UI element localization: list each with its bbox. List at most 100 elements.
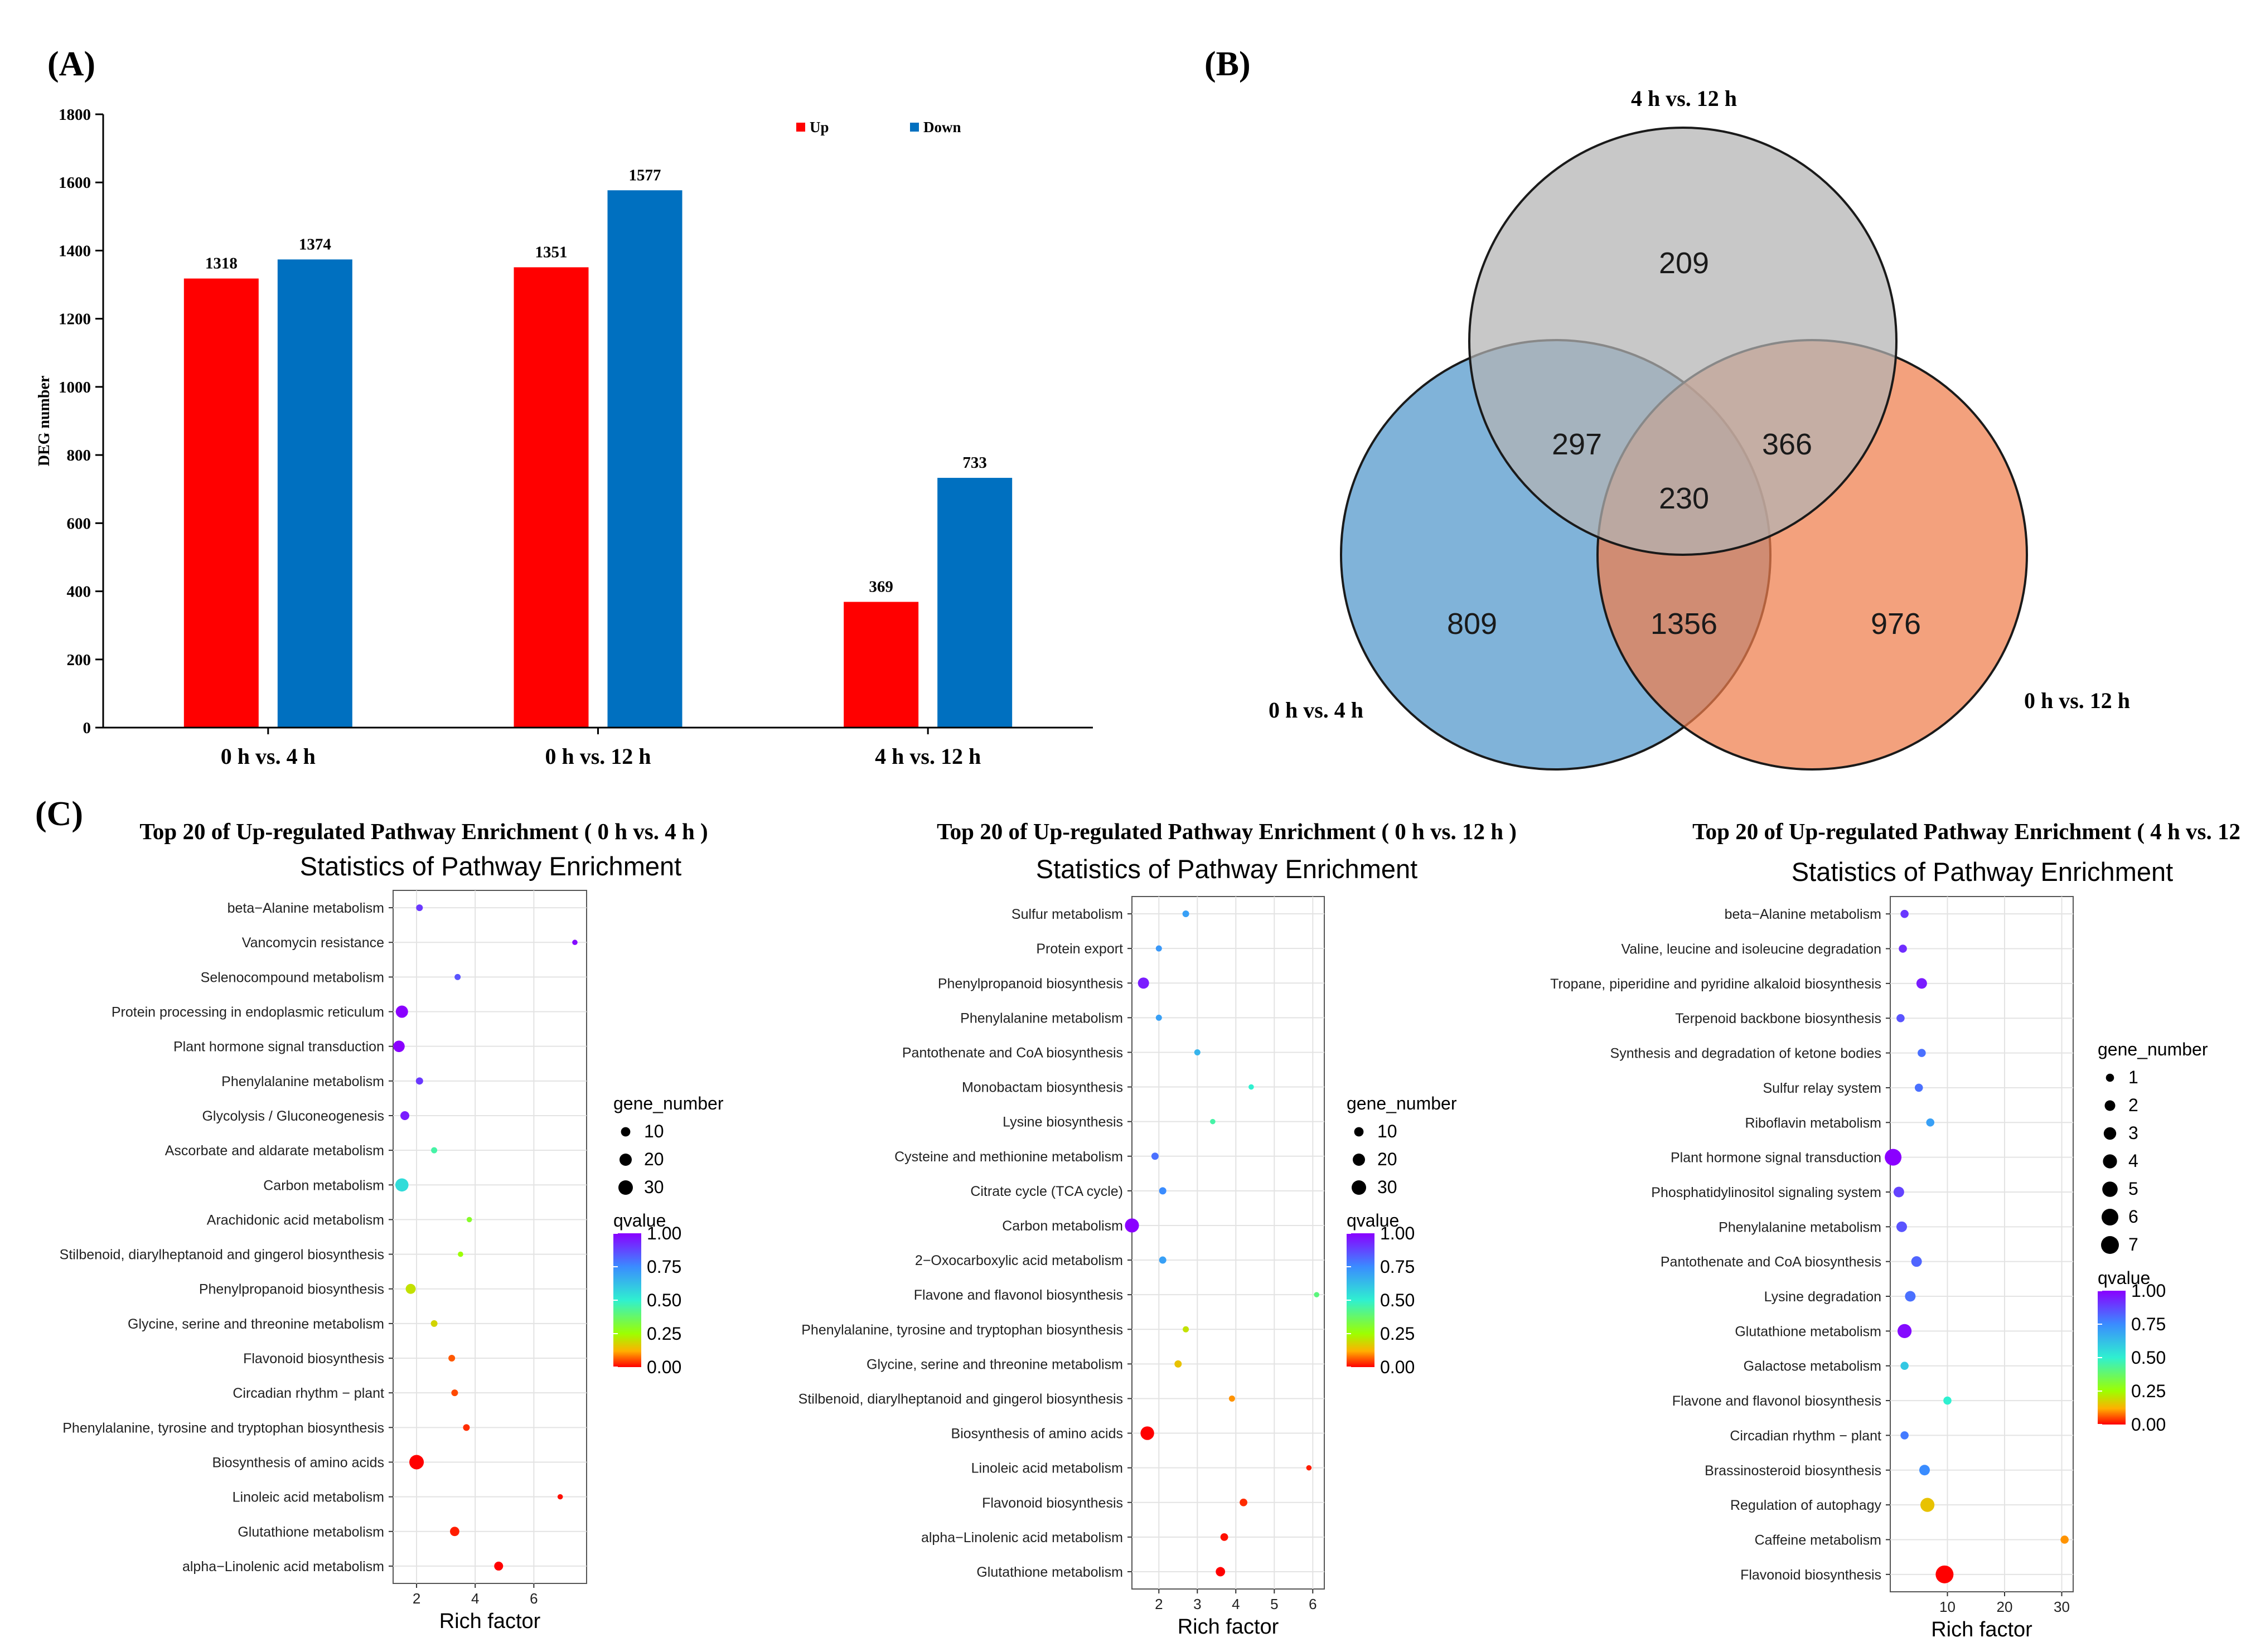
bubble-chart-heading: Top 20 of Up-regulated Pathway Enrichmen…	[1692, 818, 2241, 844]
size-legend-label: 10	[1377, 1121, 1397, 1141]
pathway-label: Plant hormone signal transduction	[173, 1039, 384, 1055]
legend-label-up: Up	[810, 119, 829, 135]
bubble-chart-heading: Top 20 of Up-regulated Pathway Enrichmen…	[937, 818, 1517, 844]
enrichment-point	[1159, 1187, 1167, 1195]
enrichment-point	[454, 973, 461, 980]
enrichment-point	[1900, 1431, 1909, 1440]
pathway-label: Protein processing in endoplasmic reticu…	[112, 1005, 384, 1020]
pathway-label: Phenylpropanoid biosynthesis	[199, 1282, 384, 1297]
pathway-label: Flavonoid biosynthesis	[243, 1351, 384, 1367]
x-tick-label: 2	[1155, 1596, 1163, 1612]
x-axis-label: Rich factor	[1931, 1618, 2032, 1641]
legend-swatch-up	[796, 123, 805, 132]
colorbar-tick-label: 0.25	[1380, 1324, 1415, 1344]
pathway-label: alpha−Linolenic acid metabolism	[182, 1559, 384, 1575]
size-legend-label: 3	[2128, 1123, 2138, 1143]
colorbar-tick-label: 1.00	[1380, 1223, 1415, 1243]
size-legend-dot	[2103, 1154, 2117, 1169]
pathway-label: Pantothenate and CoA biosynthesis	[902, 1045, 1123, 1060]
pathway-label: Phosphatidylinositol signaling system	[1651, 1185, 1881, 1200]
legend-label-down: Down	[923, 119, 961, 135]
pathway-label: beta−Alanine metabolism	[1725, 907, 1881, 922]
colorbar-tick-label: 0.75	[1380, 1257, 1415, 1277]
pathway-label: Glycine, serine and threonine metabolism	[867, 1357, 1123, 1372]
size-legend-label: 30	[644, 1177, 664, 1197]
bar-legend: Up Down	[796, 119, 961, 135]
colorbar-tick-label: 0.75	[2131, 1314, 2166, 1334]
x-tick-label: 10	[1939, 1598, 1956, 1615]
colorbar-tick-label: 0.25	[2131, 1381, 2166, 1401]
pathway-label: Citrate cycle (TCA cycle)	[970, 1184, 1123, 1199]
bar-value-label: 1318	[205, 255, 238, 273]
pathway-label: Riboflavin metabolism	[1745, 1115, 1881, 1131]
enrichment-point	[1943, 1396, 1952, 1405]
gene-number-legend: gene_number 10 20 30	[613, 1093, 724, 1197]
size-legend-dot	[2102, 1209, 2118, 1225]
size-legend-label: 6	[2128, 1207, 2138, 1227]
panel-label-a: (A)	[47, 45, 95, 83]
enrichment-point	[1898, 1324, 1912, 1338]
colorbar-tick-label: 0.50	[647, 1290, 681, 1310]
pathway-label: Pantothenate and CoA biosynthesis	[1661, 1254, 1881, 1270]
enrichment-point	[395, 1178, 409, 1192]
enrichment-point	[431, 1147, 438, 1154]
x-axis-label: Rich factor	[1178, 1615, 1279, 1639]
y-tick-label: 200	[67, 651, 91, 669]
y-tick-label: 1400	[59, 242, 91, 260]
bar-value-label: 369	[869, 578, 893, 596]
venn-region-all: 230	[1659, 482, 1709, 515]
enrichment-point	[1896, 1014, 1905, 1023]
y-tick-label: 1000	[59, 379, 91, 396]
pathway-label: Circadian rhythm − plant	[233, 1385, 384, 1401]
pathway-label: Glycolysis / Gluconeogenesis	[202, 1108, 384, 1124]
y-axis-label: DEG number	[36, 376, 53, 467]
enrichment-point	[409, 1455, 424, 1470]
enrichment-point	[463, 1424, 470, 1431]
enrichment-point	[1210, 1118, 1216, 1125]
enrichment-point	[1306, 1465, 1312, 1471]
pathway-label: Phenylalanine, tyrosine and tryptophan b…	[801, 1322, 1123, 1338]
bar-up	[514, 267, 589, 728]
size-legend-dot	[2103, 1127, 2117, 1140]
panel-label-b: (B)	[1204, 45, 1251, 83]
qvalue-colorbar	[1347, 1233, 1374, 1367]
enrichment-point	[1935, 1565, 1954, 1583]
qvalue-colorbar	[2098, 1291, 2126, 1425]
size-legend-dot	[619, 1154, 632, 1166]
gene-number-legend: gene_number 1 2 3 4 5 6 7	[2098, 1039, 2208, 1254]
size-legend-title: gene_number	[2098, 1039, 2208, 1059]
bubble-chart-0h-vs-12h: Top 20 of Up-regulated Pathway Enrichmen…	[798, 818, 1517, 1639]
size-legend-label: 1	[2128, 1067, 2138, 1087]
bar-up	[844, 602, 919, 728]
colorbar-tick-label: 0.25	[647, 1324, 681, 1344]
pathway-label: Lysine biosynthesis	[1003, 1115, 1123, 1130]
bar-value-label: 733	[962, 454, 987, 472]
enrichment-point	[1216, 1567, 1226, 1577]
enrichment-point	[1900, 1362, 1909, 1370]
enrichment-point	[1916, 978, 1927, 989]
size-legend-label: 20	[1377, 1149, 1397, 1169]
size-legend-dot	[618, 1180, 633, 1195]
pathway-label: alpha−Linolenic acid metabolism	[921, 1530, 1123, 1546]
pathway-label: Galactose metabolism	[1744, 1359, 1881, 1374]
plot-panel	[393, 890, 587, 1584]
enrichment-point	[450, 1527, 459, 1537]
colorbar-tick-label: 0.00	[2131, 1414, 2166, 1435]
bubble-chart-heading: Top 20 of Up-regulated Pathway Enrichmen…	[139, 818, 708, 844]
enrichment-point	[2060, 1535, 2069, 1544]
enrichment-point	[494, 1561, 504, 1571]
enrichment-point	[1194, 1049, 1201, 1055]
x-category-label: 0 h vs. 12 h	[545, 744, 651, 769]
y-tick-label: 400	[67, 583, 91, 601]
enrichment-point	[395, 1005, 408, 1018]
pathway-label: Vancomycin resistance	[242, 935, 384, 951]
y-tick-label: 1200	[59, 311, 91, 328]
x-tick-label: 4	[471, 1590, 479, 1607]
venn-region-top-only: 209	[1659, 246, 1709, 280]
pathway-label: Glycine, serine and threonine metabolism	[128, 1316, 384, 1332]
legend-swatch-down	[910, 123, 919, 132]
bar-up	[183, 278, 259, 728]
